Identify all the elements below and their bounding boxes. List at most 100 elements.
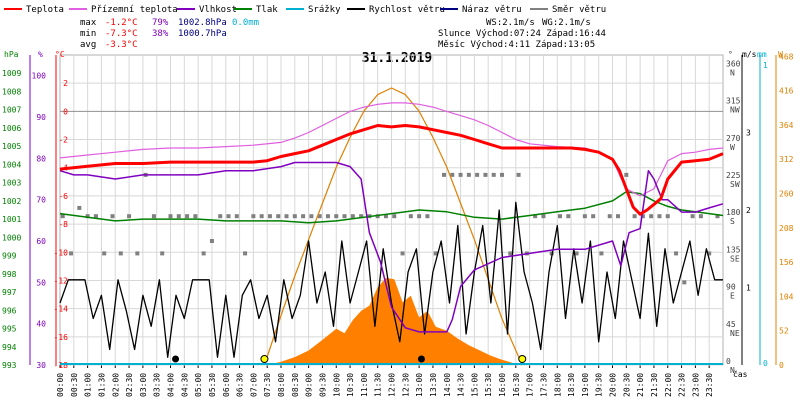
stat-max-temp: -1.2°C — [105, 18, 138, 28]
pressure-line — [59, 191, 724, 224]
x-tick-label: 19:30 — [595, 373, 604, 397]
x-tick-label: 08:00 — [277, 373, 286, 397]
direction-tick-compass: W — [730, 143, 735, 152]
wind-direction-point — [209, 239, 214, 243]
stat-wg: WG:2.1m/s — [542, 18, 591, 28]
pressure-tick-label: 1005 — [2, 142, 21, 151]
temperature-line — [59, 124, 724, 216]
direction-tick-compass: NW — [730, 106, 740, 115]
legend: Teplota Přízemní teplota Vlhkost Tlak Srážky… — [4, 5, 606, 15]
stat-min-hum: 38% — [152, 29, 169, 39]
direction-tick-compass: E — [730, 292, 735, 301]
wind-direction-point — [508, 251, 513, 256]
legend-label: Rychlost větru — [369, 5, 445, 15]
x-tick-label: 23:00 — [691, 373, 700, 397]
wind-direction-point — [284, 214, 289, 219]
radiation-tick-label: 52 — [779, 327, 789, 336]
direction-tick-compass: S — [730, 217, 735, 226]
wind-speed-line — [59, 201, 723, 358]
wind-direction-point — [433, 251, 438, 256]
ground-temperature-line — [59, 102, 724, 197]
legend-label: Srážky — [308, 5, 341, 15]
direction-unit: ° — [728, 50, 733, 59]
temperature-tick-label: -6 — [58, 192, 68, 201]
wind-direction-point — [657, 214, 662, 219]
x-tick-label: 17:00 — [526, 373, 535, 397]
temperature-tick-label: -14 — [54, 305, 69, 314]
x-tick-label: 12:30 — [401, 373, 410, 397]
wind-direction-point — [118, 251, 123, 256]
chart-title: 31.1.2019 — [362, 51, 432, 66]
wind-direction-point — [649, 214, 654, 219]
wind-direction-point — [425, 214, 430, 219]
radiation-tick-label: 312 — [779, 155, 794, 164]
wind-direction-point — [599, 251, 604, 256]
wind-direction-point — [417, 214, 422, 219]
stat-avg-temp: -3.3°C — [105, 40, 138, 50]
x-tick-label: 18:30 — [567, 373, 576, 397]
temperature-tick-label: -16 — [54, 333, 69, 342]
stat-min-press: 1000.7hPa — [178, 29, 227, 39]
radiation-tick-label: 416 — [779, 87, 794, 96]
direction-tick-value: 315 — [726, 97, 741, 106]
wind-direction-point — [674, 251, 679, 256]
x-tick-label: 00:30 — [70, 373, 79, 397]
x-tick-label: 15:30 — [484, 373, 493, 397]
wind-direction-point — [392, 214, 397, 219]
x-tick-label: 08:30 — [291, 373, 300, 397]
legend-label: Přízemní teplota — [91, 5, 178, 15]
wind-direction-point — [475, 172, 480, 177]
wind-direction-point — [500, 172, 504, 177]
humidity-tick-label: 30 — [36, 361, 46, 370]
wind-direction-point — [582, 214, 587, 219]
x-tick-label: 21:30 — [650, 373, 659, 397]
temperature-tick-label: -10 — [54, 248, 69, 257]
x-tick-label: 03:00 — [139, 373, 148, 397]
legend-label: Náraz větru — [462, 5, 522, 15]
humidity-tick-label: 80 — [36, 154, 46, 163]
wind-direction-point — [135, 251, 140, 256]
x-tick-label: 19:00 — [581, 373, 590, 397]
wind-direction-point — [541, 214, 546, 219]
stat-max-press: 1002.8hPa — [178, 18, 227, 28]
x-tick-label: 14:00 — [443, 373, 452, 397]
x-tick-label: 15:00 — [470, 373, 479, 397]
wind-direction-point — [624, 172, 629, 177]
wind-direction-point — [574, 251, 579, 256]
stat-max-hum: 79% — [152, 18, 169, 28]
sun-elevation-line — [263, 87, 523, 366]
wind-direction-point — [359, 214, 364, 219]
wind-direction-point — [234, 214, 239, 219]
wind-direction-point — [110, 214, 115, 219]
wind-direction-point — [102, 251, 107, 256]
wind-direction-point — [325, 214, 330, 219]
stat-min-temp: -7.3°C — [105, 29, 138, 39]
x-tick-label: 22:00 — [664, 373, 673, 397]
pressure-tick-label: 1007 — [2, 106, 21, 115]
stat-min-label: min — [80, 29, 96, 39]
x-tick-label: 05:30 — [208, 373, 217, 397]
direction-tick-compass: SE — [730, 254, 740, 263]
radiation-unit: W — [778, 50, 783, 59]
humidity-tick-label: 40 — [36, 320, 46, 329]
x-tick-label: 04:30 — [180, 373, 189, 397]
rain-tick-label: 1 — [763, 61, 768, 70]
pressure-tick-label: 995 — [2, 325, 17, 334]
moonrise-marker — [172, 355, 180, 363]
x-tick-label: 20:00 — [609, 373, 618, 397]
pressure-tick-label: 998 — [2, 270, 17, 279]
radiation-tick-label: 156 — [779, 258, 794, 267]
wind-direction-point — [93, 214, 98, 219]
direction-tick-value: 225 — [726, 171, 741, 180]
stat-avg-label: avg — [80, 40, 96, 50]
wind-direction-point — [276, 214, 281, 219]
stat-slunce: Slunce Východ:07:24 Západ:16:44 — [438, 29, 606, 39]
humidity-unit: % — [38, 50, 43, 59]
wind-direction-point — [350, 214, 355, 219]
radiation-tick-label: 0 — [779, 361, 784, 370]
legend-label: Vlhkost — [199, 5, 237, 15]
stat-ws: WS:2.1m/s — [486, 18, 535, 28]
wind-tick-label: 1 — [746, 284, 751, 293]
